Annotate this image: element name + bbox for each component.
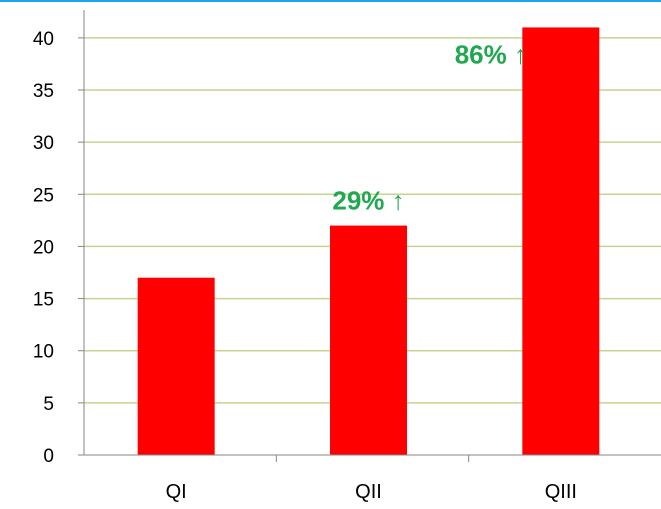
y-tick-label-30: 30 [33,133,54,154]
y-tick-label-35: 35 [33,81,54,102]
annotation-QII: 29% ↑ [332,186,404,216]
y-tick-label-40: 40 [33,29,54,50]
label-layer: 0 5 10 15 20 25 30 35 40 QI QII QIII 29% ↑ 86% ↑ [33,29,577,503]
bar-layer [137,27,600,456]
y-tick-label-20: 20 [33,237,54,258]
x-tick-label-QI: QI [166,481,187,503]
y-tick-label-15: 15 [33,290,54,311]
top-border-line [0,0,661,2]
x-tick-label-QII: QII [355,481,382,503]
bar-QIII [522,27,600,456]
y-tick-label-5: 5 [43,394,54,415]
y-tick-label-25: 25 [33,185,54,206]
bar-QII [330,225,407,455]
axis-layer [78,10,661,462]
annotation-QIII: 86% ↑ [455,39,527,69]
y-tick-label-10: 10 [33,342,54,363]
bar-QI [137,277,215,455]
x-tick-label-QIII: QIII [545,481,577,503]
y-tick-label-0: 0 [43,446,54,467]
